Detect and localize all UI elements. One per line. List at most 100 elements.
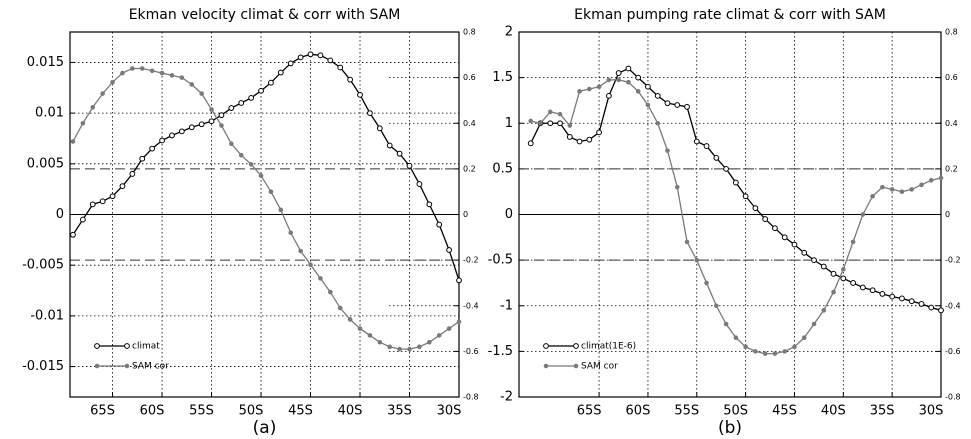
point <box>258 87 264 94</box>
point <box>821 308 827 313</box>
x-tick-label: 50S <box>723 404 748 419</box>
legend-marker <box>573 363 579 369</box>
point <box>130 66 135 71</box>
x-tick-label: 35S <box>387 404 412 419</box>
point <box>605 92 612 99</box>
point <box>436 221 443 228</box>
point <box>337 305 343 311</box>
point <box>79 216 86 223</box>
x-tick-label: 40S <box>338 404 363 419</box>
y2-tick-label: -0.4 <box>945 301 961 310</box>
y2-tick-label: -0.2 <box>945 256 961 265</box>
legend-marker <box>573 343 579 349</box>
point <box>694 257 700 263</box>
y-tick-label: 2 <box>505 25 513 40</box>
point <box>386 142 393 149</box>
point <box>645 102 651 108</box>
point <box>665 148 670 153</box>
panel-label: (a) <box>253 418 277 438</box>
point <box>528 118 534 124</box>
point <box>277 69 284 76</box>
point <box>684 103 690 110</box>
point <box>645 83 651 90</box>
point <box>606 77 612 83</box>
point <box>218 112 225 119</box>
y-tick-label: -2 <box>500 390 513 405</box>
point <box>674 102 681 108</box>
point <box>626 79 631 85</box>
y-tick-label: -1.5 <box>488 344 513 359</box>
point <box>456 277 462 284</box>
point <box>219 123 224 128</box>
point <box>80 120 86 126</box>
point <box>287 60 294 67</box>
y-tick-label: 0 <box>56 207 64 222</box>
x-tick-label: 50S <box>239 404 264 419</box>
point <box>337 64 344 71</box>
point <box>327 57 334 64</box>
point <box>357 326 363 331</box>
point <box>139 66 145 71</box>
point <box>772 225 778 232</box>
point <box>753 349 758 354</box>
point <box>850 239 856 245</box>
y-tick-label: -1 <box>500 298 513 313</box>
point <box>278 207 284 213</box>
legend-marker <box>543 343 549 349</box>
point <box>762 216 769 222</box>
point <box>820 263 827 270</box>
point <box>557 120 563 127</box>
point <box>752 205 759 212</box>
point <box>801 249 808 256</box>
point <box>129 171 136 177</box>
y2-tick-label: -0.8 <box>945 393 961 402</box>
point <box>199 91 204 96</box>
point <box>527 140 534 147</box>
y-tick-label: 1.5 <box>492 70 513 85</box>
point <box>189 82 195 87</box>
x-tick-label: 60S <box>626 404 651 419</box>
point <box>248 162 254 167</box>
x-tick-label: 30S <box>437 404 462 419</box>
point <box>567 123 573 128</box>
point <box>635 89 641 94</box>
point <box>248 95 255 101</box>
point <box>228 105 235 111</box>
y2-tick-label: 0.4 <box>945 119 958 128</box>
point <box>781 234 788 241</box>
point <box>742 193 749 200</box>
point <box>860 212 866 217</box>
point <box>664 100 671 107</box>
point <box>831 289 836 295</box>
point <box>538 120 543 126</box>
point <box>169 132 175 139</box>
point <box>655 120 661 126</box>
point <box>723 165 729 172</box>
point <box>446 247 453 253</box>
y2-tick-label: 0.4 <box>463 119 476 128</box>
point <box>268 189 274 194</box>
legend-marker <box>94 363 100 369</box>
y2-tick-label: 0.2 <box>945 164 958 173</box>
point <box>919 182 924 188</box>
point <box>347 76 354 83</box>
point <box>298 248 303 254</box>
point <box>596 129 603 136</box>
point <box>596 84 602 90</box>
point <box>436 333 442 338</box>
point <box>367 333 373 338</box>
point <box>772 351 778 356</box>
y2-tick-label: 0.8 <box>945 28 958 37</box>
legend-label: SAM cor <box>132 362 169 372</box>
point <box>178 128 185 135</box>
y2-tick-label: 0.6 <box>463 73 476 82</box>
legend-marker <box>124 363 130 369</box>
point <box>928 304 935 311</box>
point <box>615 70 622 76</box>
series-line <box>72 53 460 281</box>
point <box>208 118 215 125</box>
point <box>908 298 915 305</box>
point <box>70 231 76 238</box>
point <box>801 335 807 340</box>
